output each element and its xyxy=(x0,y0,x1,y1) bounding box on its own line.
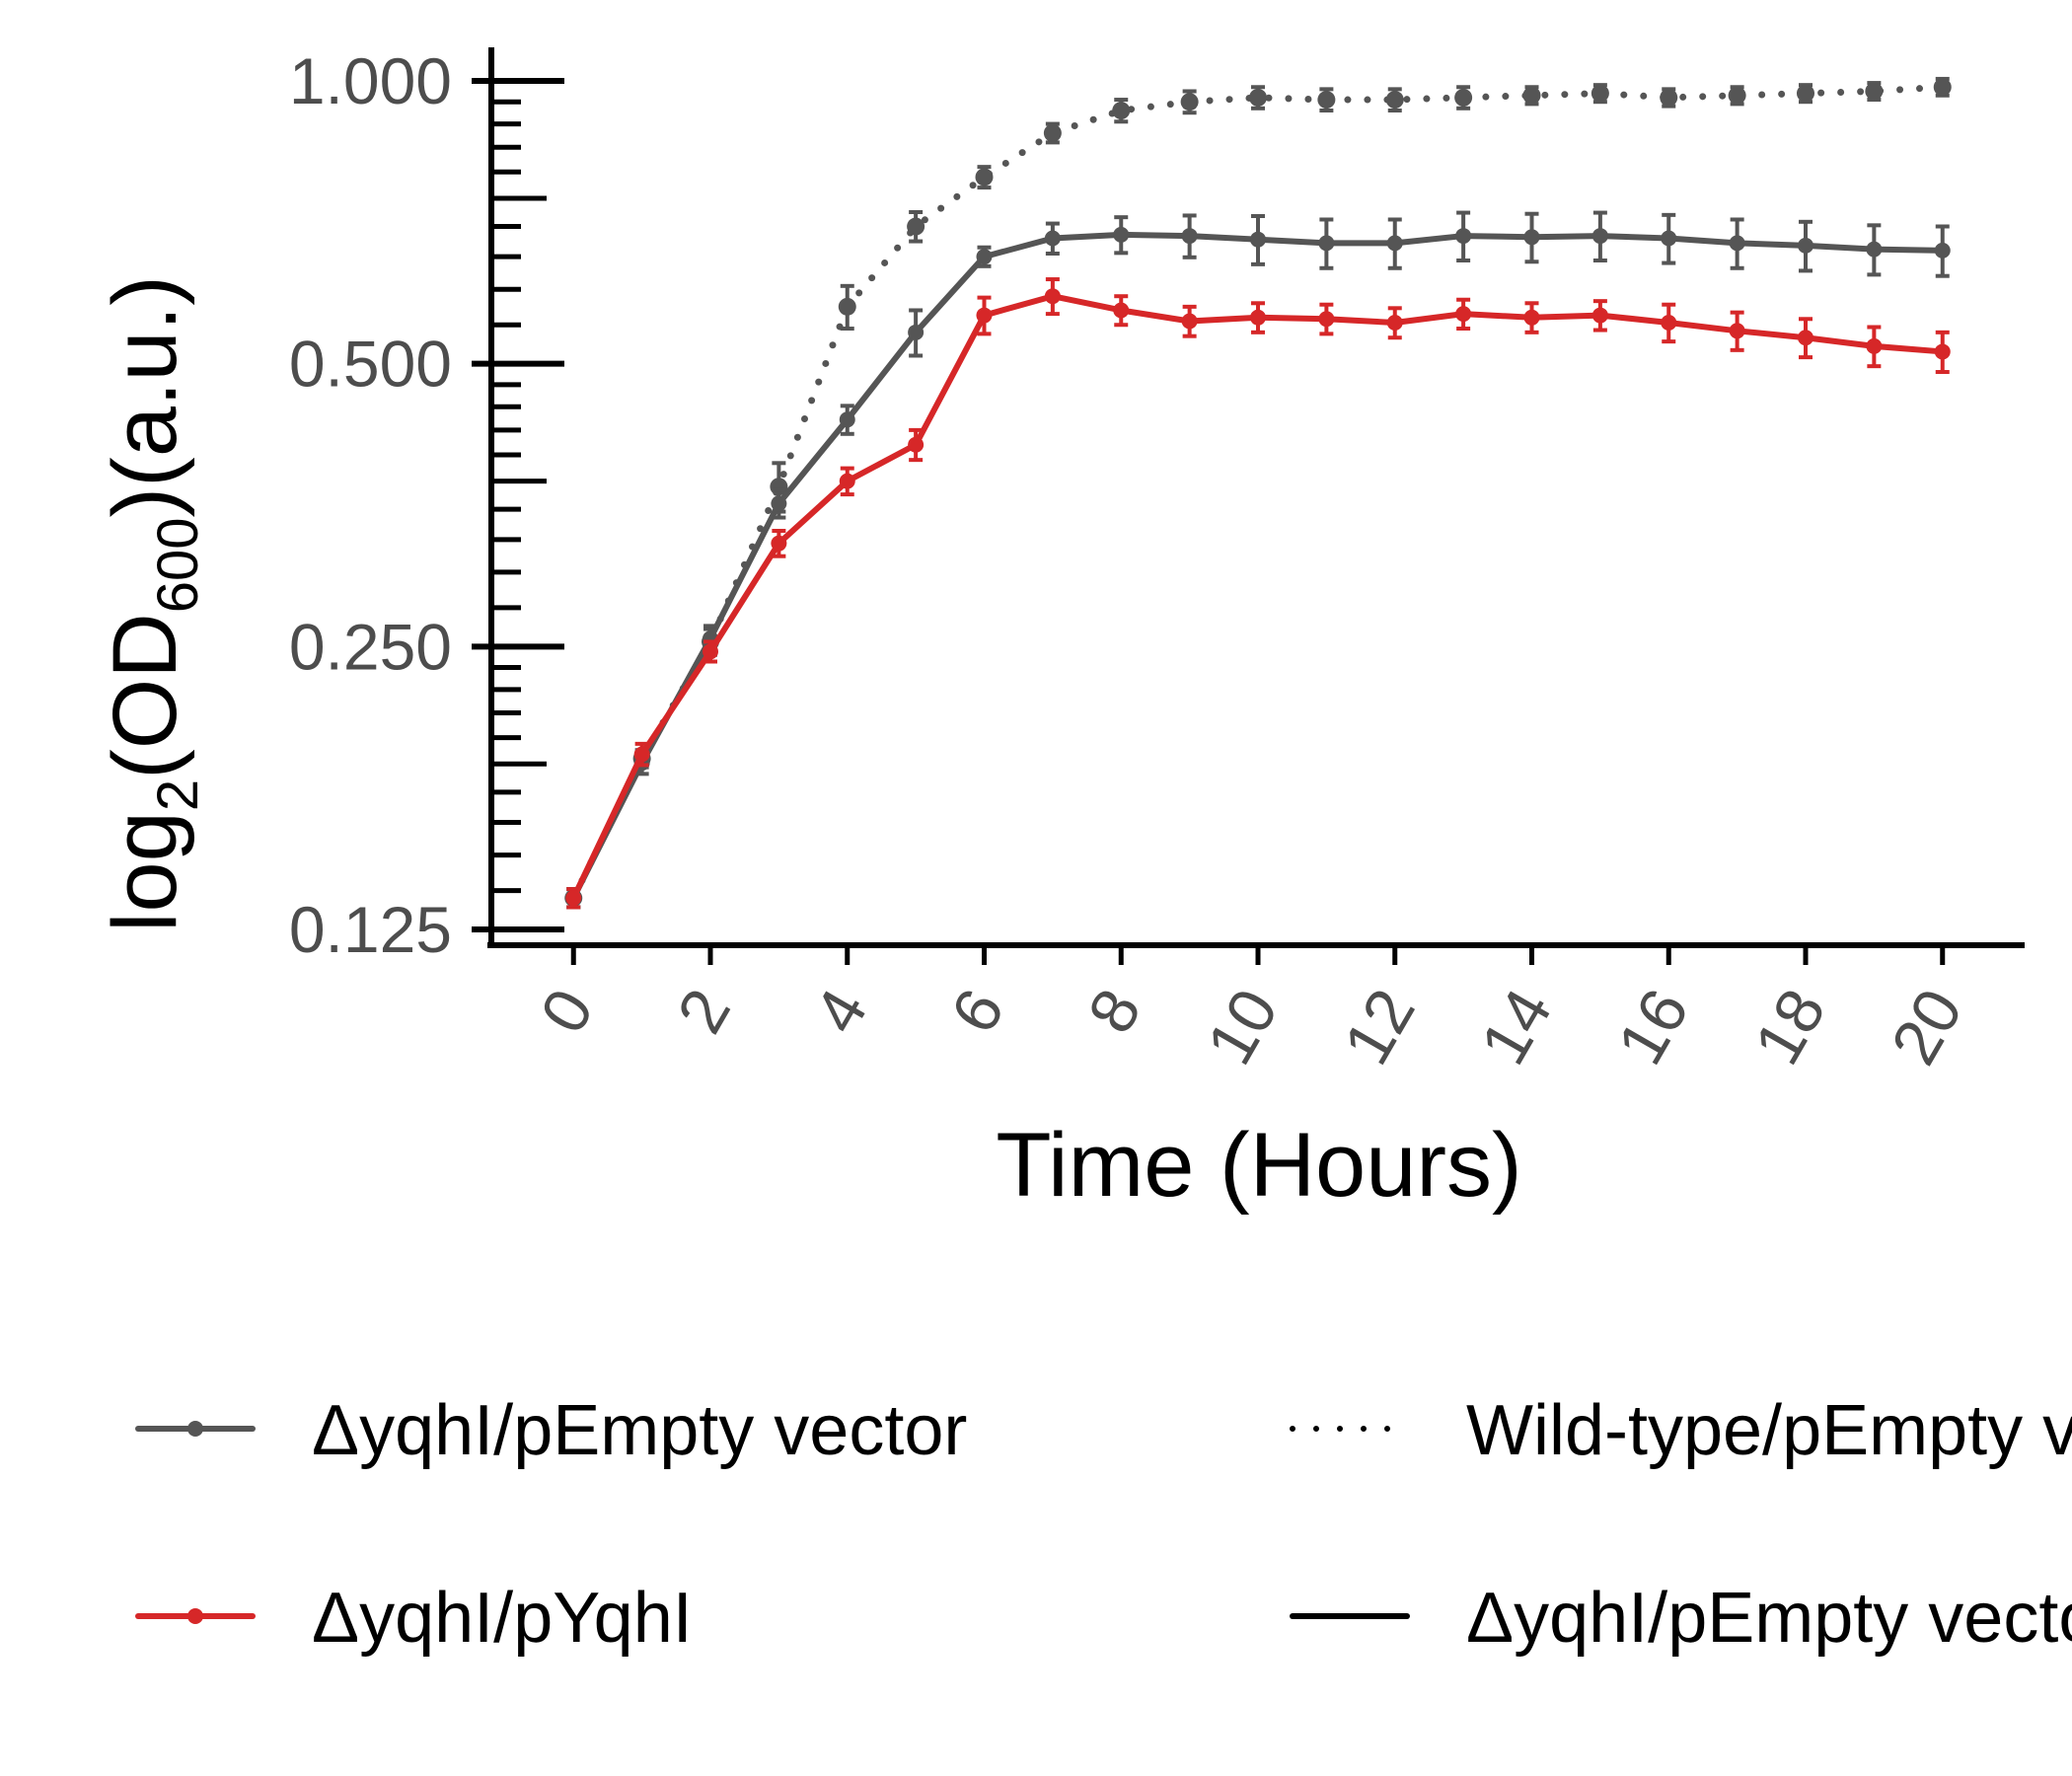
y-tick-label: 1.000 xyxy=(289,44,452,117)
legend-item: Wild-type/pEmpty vector xyxy=(1290,1391,2072,1470)
series-layer xyxy=(564,76,1952,910)
data-point xyxy=(1385,91,1404,110)
legend-key-point xyxy=(187,1608,203,1624)
data-point xyxy=(1113,302,1130,319)
data-point xyxy=(1386,235,1403,252)
x-tick-label: 14 xyxy=(1466,977,1566,1076)
data-point xyxy=(1865,82,1884,101)
data-point xyxy=(771,535,787,552)
legend-label: ΔyqhI/pYqhI xyxy=(312,1579,693,1658)
series-0 xyxy=(564,76,1952,910)
y-tick-label: 0.500 xyxy=(289,328,452,401)
data-point xyxy=(1455,306,1472,323)
legend-item: ΔyqhI/pYqhI xyxy=(135,1579,693,1658)
y-tick-label: 0.250 xyxy=(289,610,452,683)
data-point xyxy=(907,217,925,236)
x-axis-title: Time (Hours) xyxy=(996,1115,1521,1216)
data-point xyxy=(1181,228,1198,245)
y-title-log-sub: 2 xyxy=(146,779,210,811)
data-point xyxy=(976,249,993,265)
data-point xyxy=(1933,78,1952,97)
data-point xyxy=(1728,86,1746,105)
legend-label: ΔyqhI/pEmpty vector xyxy=(312,1391,967,1470)
y-axis-title: log2(OD600)(a.u.) xyxy=(95,275,210,932)
series-line xyxy=(570,293,1946,902)
data-point xyxy=(1113,226,1130,243)
y-title-open-paren: ( xyxy=(95,749,195,779)
legend-item: ΔyqhI/pEmpty vector xyxy=(1290,1579,2072,1658)
data-point xyxy=(1591,84,1609,103)
data-point xyxy=(771,495,787,512)
data-point xyxy=(1523,309,1540,326)
x-axis: 0 2 4 6 8 10 12 14 16 18 20 xyxy=(487,942,2025,1076)
data-point xyxy=(1661,314,1677,331)
data-point xyxy=(1866,337,1883,354)
data-point xyxy=(1044,230,1061,247)
data-point xyxy=(633,746,650,763)
data-point xyxy=(1729,323,1745,339)
data-point xyxy=(1386,314,1403,331)
data-point xyxy=(1318,235,1335,252)
data-point xyxy=(1797,84,1814,103)
data-point xyxy=(565,890,582,907)
y-title-unit: (a.u.) xyxy=(95,275,195,487)
data-point xyxy=(1455,228,1472,245)
y-title-log: log xyxy=(95,811,195,932)
y-title-od: OD xyxy=(95,613,195,749)
plot-area: 0.125 0.250 0.500 1.000 0 2 4 6 8 10 12 14 16 18 20 xyxy=(289,44,2025,1076)
data-point xyxy=(839,411,855,428)
data-point xyxy=(975,168,994,186)
data-point xyxy=(1250,231,1266,248)
legend-key-point xyxy=(187,1421,203,1437)
data-point xyxy=(1043,123,1062,142)
legend-label: Wild-type/pEmpty vector xyxy=(1466,1391,2072,1470)
x-tick-label: 4 xyxy=(799,977,880,1045)
x-tick-label: 20 xyxy=(1877,977,1976,1076)
legend: ΔyqhI/pEmpty vector Wild-type/pEmpty vect… xyxy=(135,1391,2072,1658)
data-point xyxy=(1454,88,1473,107)
data-point xyxy=(1798,237,1813,254)
data-point xyxy=(1249,88,1267,107)
data-point xyxy=(908,436,925,453)
data-point xyxy=(1318,311,1335,328)
x-tick-label: 18 xyxy=(1739,977,1839,1076)
data-point xyxy=(1523,229,1540,246)
x-tick-label: 0 xyxy=(526,977,607,1045)
data-point xyxy=(1661,230,1677,247)
data-point xyxy=(1934,343,1951,360)
legend-label: ΔyqhI/pEmpty vector xyxy=(1466,1579,2072,1658)
y-axis: 0.125 0.250 0.500 1.000 xyxy=(289,44,564,966)
data-point xyxy=(976,307,993,324)
x-tick-label: 8 xyxy=(1073,977,1154,1045)
series-2 xyxy=(565,277,1951,910)
data-point xyxy=(1660,88,1678,107)
data-point xyxy=(1250,309,1266,326)
x-tick-label: 16 xyxy=(1603,977,1703,1076)
x-tick-label: 6 xyxy=(936,977,1017,1045)
data-point xyxy=(838,297,856,316)
data-point xyxy=(1317,91,1336,110)
x-tick-label: 12 xyxy=(1329,977,1429,1076)
data-point xyxy=(1180,93,1199,111)
data-point xyxy=(703,643,718,660)
y-tick-label: 0.125 xyxy=(289,893,452,966)
data-point xyxy=(1181,313,1198,330)
data-point xyxy=(1729,235,1745,252)
data-point xyxy=(1522,86,1541,105)
data-point xyxy=(839,473,855,489)
data-point xyxy=(1798,330,1813,346)
data-point xyxy=(1934,242,1951,259)
data-point xyxy=(908,324,925,340)
x-tick-label: 10 xyxy=(1192,977,1292,1076)
y-title-close-paren: ) xyxy=(95,487,195,518)
data-point xyxy=(1112,102,1131,120)
x-tick-label: 2 xyxy=(663,977,744,1045)
data-point xyxy=(1044,288,1061,305)
data-point xyxy=(1591,307,1608,324)
data-point xyxy=(1866,241,1883,258)
y-title-od-sub: 600 xyxy=(146,517,210,613)
legend-item: ΔyqhI/pEmpty vector xyxy=(135,1391,967,1470)
data-point xyxy=(1591,228,1608,245)
